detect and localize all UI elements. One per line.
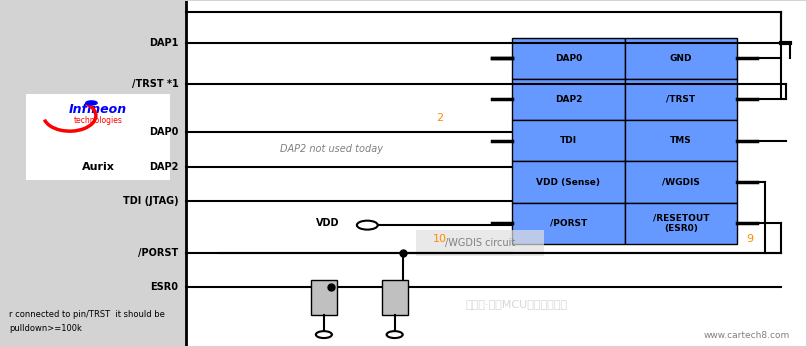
Text: r connected to pin/TRST  it should be: r connected to pin/TRST it should be	[10, 310, 165, 319]
Bar	[416, 230, 544, 256]
Text: DAP2 not used today: DAP2 not used today	[279, 144, 383, 154]
Bar	[625, 203, 738, 244]
Text: 2: 2	[436, 113, 443, 124]
Bar	[512, 37, 625, 79]
Text: DAP2: DAP2	[149, 162, 178, 172]
Text: VDD (Sense): VDD (Sense)	[537, 178, 600, 187]
Text: GND: GND	[670, 54, 692, 63]
Bar	[186, 1, 805, 346]
Text: TDI: TDI	[560, 136, 577, 145]
Text: 公众号·汽车MCU微控制器之家: 公众号·汽车MCU微控制器之家	[465, 299, 567, 309]
Text: ESR0: ESR0	[150, 282, 178, 292]
Bar	[512, 203, 625, 244]
Text: /RESETOUT
(ESR0): /RESETOUT (ESR0)	[653, 214, 709, 233]
Text: DAP1: DAP1	[149, 38, 178, 48]
Circle shape	[316, 331, 332, 338]
Text: www.cartech8.com: www.cartech8.com	[703, 331, 789, 340]
Bar	[2, 1, 186, 346]
Text: TMS: TMS	[670, 136, 692, 145]
Bar	[382, 280, 408, 315]
Bar	[512, 79, 625, 120]
Text: Infineon: Infineon	[69, 103, 127, 116]
Text: /WGDIS circuit: /WGDIS circuit	[445, 238, 515, 248]
Text: /WGDIS: /WGDIS	[662, 178, 700, 187]
Text: 9: 9	[746, 234, 753, 244]
Text: technologies: technologies	[73, 116, 123, 125]
Text: pulldown>=100k: pulldown>=100k	[10, 324, 82, 333]
Text: /TRST *1: /TRST *1	[132, 79, 178, 89]
Text: DAP2: DAP2	[554, 95, 582, 104]
Text: DAP0: DAP0	[554, 54, 582, 63]
Bar	[26, 94, 170, 180]
Text: 10: 10	[433, 234, 447, 244]
Circle shape	[357, 221, 378, 230]
Text: /PORST: /PORST	[138, 248, 178, 258]
Bar	[625, 79, 738, 120]
Bar	[311, 280, 337, 315]
Bar	[512, 120, 625, 161]
Text: VDD: VDD	[316, 218, 339, 228]
Text: DAP0: DAP0	[149, 127, 178, 137]
Circle shape	[387, 331, 403, 338]
Bar	[625, 161, 738, 203]
Bar	[512, 161, 625, 203]
Text: /PORST: /PORST	[550, 219, 587, 228]
Bar	[625, 120, 738, 161]
Text: /TRST: /TRST	[667, 95, 696, 104]
Text: Aurix: Aurix	[82, 162, 115, 172]
Bar	[625, 37, 738, 79]
Circle shape	[85, 100, 98, 106]
Text: TDI (JTAG): TDI (JTAG)	[123, 196, 178, 206]
